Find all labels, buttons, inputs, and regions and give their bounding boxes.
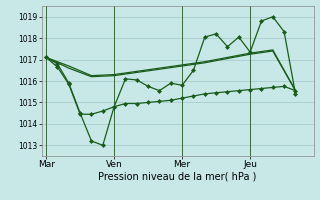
X-axis label: Pression niveau de la mer( hPa ): Pression niveau de la mer( hPa ): [99, 172, 257, 182]
